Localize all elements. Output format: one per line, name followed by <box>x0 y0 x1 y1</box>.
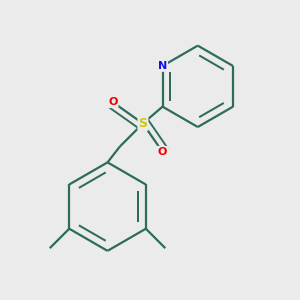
Text: N: N <box>158 61 167 71</box>
Text: S: S <box>138 117 147 130</box>
Text: O: O <box>158 147 167 157</box>
Text: O: O <box>108 97 118 107</box>
